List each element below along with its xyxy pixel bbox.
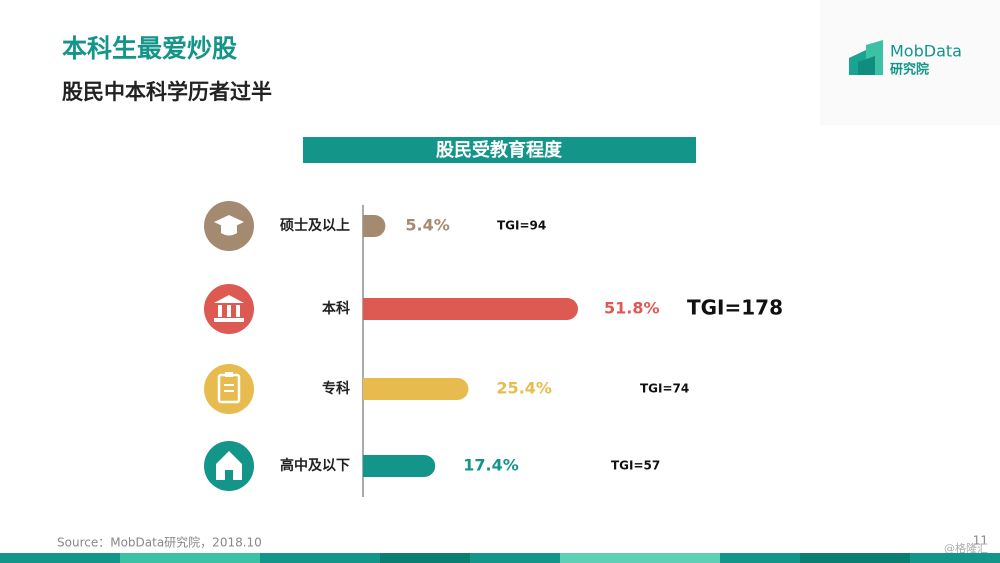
page-number: 11: [973, 534, 988, 548]
value-label: 25.4%: [496, 379, 552, 398]
category-icon: [204, 364, 254, 414]
category-icon: [204, 441, 254, 491]
chart-title: 股民受教育程度: [435, 139, 563, 161]
logo-sub: 研究院: [890, 62, 929, 78]
bar: [363, 215, 386, 237]
tgi-label: TGI=57: [611, 459, 660, 473]
bar: [363, 298, 578, 320]
slide-title: 本科生最爱炒股: [62, 34, 237, 63]
category-label: 硕士及以上: [280, 217, 350, 234]
category-icon: [204, 284, 254, 334]
value-label: 51.8%: [604, 299, 660, 318]
category-icon: [204, 201, 254, 251]
tgi-label: TGI=94: [497, 219, 546, 233]
bar: [363, 378, 469, 400]
category-label: 高中及以下: [280, 457, 350, 474]
category-label: 本科: [322, 300, 350, 317]
category-label: 专科: [322, 380, 350, 397]
source: Source：MobData研究院，2018.10: [57, 535, 262, 550]
value-label: 17.4%: [463, 456, 519, 475]
logo-icon: [849, 40, 883, 75]
icon-circle: [204, 364, 254, 414]
slide-subtitle: 股民中本科学历者过半: [62, 80, 272, 104]
chart-title-band: [303, 137, 696, 163]
logo-name: MobData: [890, 42, 962, 61]
bottom-strip: [0, 553, 1000, 563]
tgi-label: TGI=74: [640, 382, 689, 396]
tgi-label: TGI=178: [687, 296, 783, 320]
bar: [363, 455, 436, 477]
value-label: 5.4%: [405, 216, 449, 235]
watermark: @格隆汇: [944, 541, 988, 555]
